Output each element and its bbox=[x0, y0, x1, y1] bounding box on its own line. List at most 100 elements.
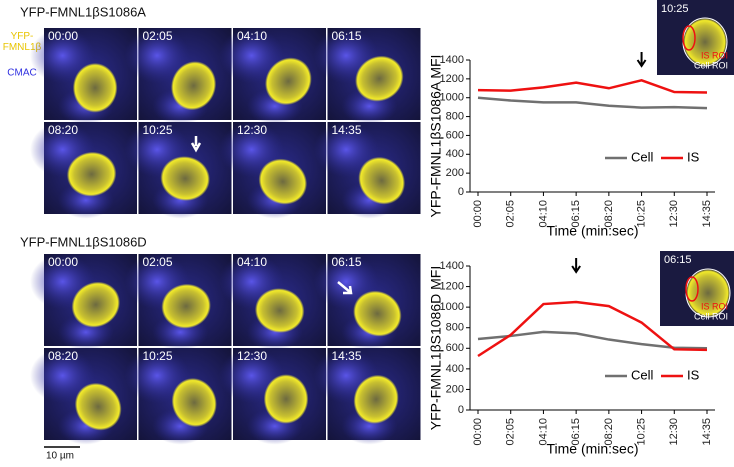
y-axis-label: YFP-FMNL1βS1086A MFI bbox=[428, 55, 444, 218]
image-tile: 12:30 bbox=[219, 122, 326, 219]
legend-label: IS bbox=[687, 149, 700, 164]
y-tick-label: 400 bbox=[446, 148, 464, 160]
cmac-stain bbox=[124, 348, 190, 404]
inset-cell-label: Cell ROI bbox=[694, 311, 728, 321]
y-tick-label: 200 bbox=[446, 383, 464, 395]
yfp-cell bbox=[254, 288, 305, 333]
image-tile: 04:10 bbox=[219, 254, 326, 351]
y-tick-label: 400 bbox=[446, 363, 464, 375]
legend-label: IS bbox=[687, 367, 700, 382]
image-tile: 08:20 bbox=[30, 122, 137, 219]
legend-label: Cell bbox=[631, 149, 654, 164]
y-tick-label: 0 bbox=[458, 186, 464, 198]
annotation-arrow bbox=[571, 258, 581, 274]
x-tick-label: 10:25 bbox=[635, 200, 647, 228]
timestamp: 10:25 bbox=[143, 349, 173, 363]
series-line bbox=[477, 96, 708, 110]
y-tick-label: 1400 bbox=[440, 260, 464, 272]
timestamp: 08:20 bbox=[48, 349, 78, 363]
y-tick-label: 1200 bbox=[440, 280, 464, 292]
series-line bbox=[477, 300, 708, 358]
y-tick-label: 600 bbox=[446, 129, 464, 141]
image-tile: 00:00 bbox=[30, 27, 137, 125]
yfp-cell bbox=[66, 151, 117, 197]
x-tick-label: 10:25 bbox=[635, 418, 647, 446]
legend-label: Cell bbox=[631, 367, 654, 382]
cmac-stain bbox=[313, 122, 379, 178]
cmac-stain bbox=[30, 348, 96, 404]
yfp-cell bbox=[161, 283, 211, 329]
arrow bbox=[337, 281, 353, 295]
x-tick-label: 04:10 bbox=[537, 418, 549, 446]
y-tick-label: 200 bbox=[446, 167, 464, 179]
image-tile: 06:15 bbox=[313, 254, 421, 351]
yfp-cell bbox=[353, 374, 399, 424]
inset-is-label: IS ROI bbox=[701, 50, 728, 60]
timestamp: 08:20 bbox=[48, 123, 78, 137]
timestamp: 04:10 bbox=[237, 29, 267, 43]
timestamp: 14:35 bbox=[332, 349, 362, 363]
x-tick-label: 14:35 bbox=[701, 418, 713, 446]
image-tile: 00:00 bbox=[30, 254, 137, 351]
image-tile: 06:15 bbox=[313, 27, 421, 125]
yfp-cell bbox=[160, 156, 210, 201]
x-tick-label: 14:35 bbox=[701, 200, 713, 228]
image-tile: 08:20 bbox=[30, 348, 137, 445]
yfp-cell bbox=[355, 55, 404, 102]
image-tile: 12:30 bbox=[219, 348, 326, 445]
yfp-cell bbox=[263, 374, 309, 424]
image-tile: 02:05 bbox=[124, 254, 232, 351]
timestamp: 10:25 bbox=[143, 123, 173, 137]
y-tick-label: 1400 bbox=[440, 54, 464, 66]
x-tick-label: 12:30 bbox=[668, 418, 680, 446]
x-tick-label: 00:00 bbox=[472, 200, 484, 228]
cmac-stain bbox=[219, 27, 285, 84]
channel-label: CMAC bbox=[7, 68, 36, 79]
timestamp: 04:10 bbox=[237, 255, 267, 269]
timestamp: 12:30 bbox=[237, 349, 267, 363]
inset-cell-label: Cell ROI bbox=[694, 60, 728, 70]
x-tick-label: 12:30 bbox=[668, 200, 680, 228]
x-axis-label: Time (min:sec) bbox=[546, 441, 638, 457]
timestamp: 14:35 bbox=[332, 123, 362, 137]
x-tick-label: 00:00 bbox=[472, 418, 484, 446]
yfp-cell bbox=[358, 156, 406, 205]
y-tick-label: 1200 bbox=[440, 73, 464, 85]
x-tick-label: 06:15 bbox=[570, 418, 582, 446]
x-tick-label: 06:15 bbox=[570, 200, 582, 228]
yfp-cell bbox=[258, 158, 308, 205]
annotation-arrow bbox=[636, 52, 647, 68]
inset-is-label: IS ROI bbox=[701, 301, 728, 311]
panel-title: YFP-FMNL1βS1086A bbox=[20, 4, 146, 19]
x-tick-label: 04:10 bbox=[537, 200, 549, 228]
timestamp: 00:00 bbox=[48, 29, 78, 43]
is-roi bbox=[685, 276, 699, 302]
inset-time: 10:25 bbox=[661, 3, 689, 15]
yfp-cell bbox=[264, 57, 312, 106]
cmac-stain bbox=[30, 27, 96, 84]
x-tick-label: 02:05 bbox=[505, 200, 517, 228]
timestamp: 06:15 bbox=[332, 255, 362, 269]
arrow bbox=[190, 136, 202, 153]
yfp-cell bbox=[353, 290, 402, 337]
series-line bbox=[477, 78, 708, 94]
y-tick-label: 0 bbox=[458, 404, 464, 416]
y-tick-label: 1000 bbox=[440, 92, 464, 104]
cmac-stain bbox=[124, 27, 190, 84]
y-tick-label: 1000 bbox=[440, 301, 464, 313]
image-tile: 04:10 bbox=[219, 27, 326, 125]
yfp-cell bbox=[170, 61, 217, 111]
image-tile: 10:25 bbox=[124, 122, 232, 219]
scale-label: 10 µm bbox=[46, 451, 74, 462]
x-tick-label: 08:20 bbox=[603, 200, 615, 228]
yfp-cell bbox=[171, 377, 217, 428]
y-tick-label: 800 bbox=[446, 110, 464, 122]
yfp-cell bbox=[72, 62, 118, 113]
yfp-cell bbox=[74, 382, 122, 431]
y-tick-label: 800 bbox=[446, 322, 464, 334]
timestamp: 02:05 bbox=[143, 255, 173, 269]
image-tile: 02:05 bbox=[124, 27, 232, 125]
x-tick-label: 02:05 bbox=[505, 418, 517, 446]
series-line bbox=[477, 330, 708, 350]
